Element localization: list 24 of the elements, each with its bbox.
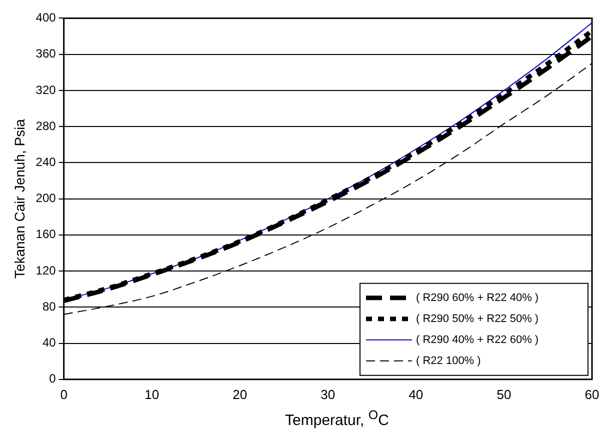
legend-label: ( R290 40% + R22 60% ) [416,334,539,346]
y-tick-label: 80 [42,299,56,314]
legend-label: ( R290 50% + R22 50% ) [416,312,539,325]
legend-label: ( R22 100% ) [416,354,481,367]
y-tick-label: 280 [36,118,56,133]
y-tick-label: 400 [36,10,56,25]
legend-label: ( R290 60% + R22 40% ) [416,292,539,304]
x-tick-label: 50 [496,386,512,402]
y-tick-label: 0 [49,372,56,386]
y-tick-label: 240 [36,154,56,169]
y-tick-label: 120 [36,263,56,278]
y-tick-label: 320 [36,82,56,97]
x-tick-label: 30 [320,386,336,402]
y-tick-label: 200 [36,191,56,206]
y-tick-label: 360 [36,46,56,61]
x-tick-label: 60 [584,386,600,402]
x-tick-label: 0 [60,386,68,402]
x-tick-label: 10 [144,386,160,402]
x-tick-label: 40 [408,386,424,402]
y-tick-label: 160 [36,227,56,242]
x-axis-title: Temperatur, $^{O}$C [284,408,390,429]
y-tick-label: 40 [42,336,56,350]
x-tick-label: 20 [232,386,248,402]
y-axis-title: Tekanan Cair Jenuh, Psia [11,118,28,279]
